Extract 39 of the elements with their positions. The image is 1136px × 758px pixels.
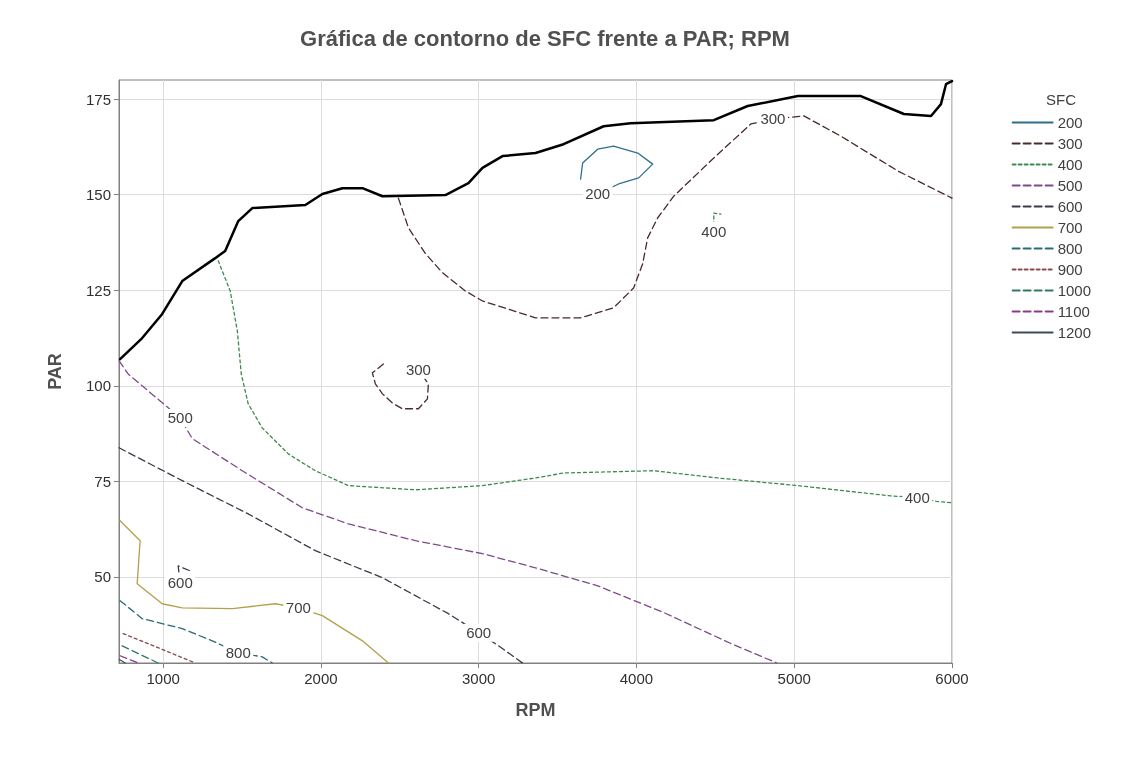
x-tick-label: 1000 bbox=[146, 670, 180, 687]
x-tick-label: 6000 bbox=[935, 670, 969, 687]
legend-label: 700 bbox=[1057, 219, 1083, 236]
legend-label: 600 bbox=[1057, 198, 1083, 215]
legend-label: 1000 bbox=[1057, 282, 1092, 299]
line-series bbox=[118, 79, 954, 361]
legend-label: 200 bbox=[1057, 114, 1083, 131]
legend-label: 900 bbox=[1057, 261, 1083, 278]
legend-label: 1200 bbox=[1057, 324, 1092, 341]
y-tick-label: 150 bbox=[85, 186, 111, 204]
annotation: 800 bbox=[225, 644, 251, 662]
annotation: 500 bbox=[167, 409, 193, 427]
annotation: 600 bbox=[167, 574, 193, 592]
y-tick-label: 75 bbox=[94, 472, 111, 490]
x-tick-label: 5000 bbox=[777, 670, 811, 687]
annotation: 400 bbox=[701, 222, 727, 240]
y-axis-title: PAR bbox=[45, 353, 65, 390]
line-series bbox=[119, 600, 273, 664]
x-tick-label: 3000 bbox=[462, 670, 496, 687]
legend-title: SFC bbox=[1046, 91, 1077, 108]
y-tick-label: 100 bbox=[85, 377, 111, 395]
line-series bbox=[118, 360, 778, 664]
legend-label: 1100 bbox=[1057, 303, 1090, 320]
chart-title: Gráfica de contorno de SFC frente a PAR; RPM bbox=[300, 25, 790, 51]
legend-label: 800 bbox=[1057, 240, 1083, 257]
y-tick-label: 125 bbox=[85, 281, 111, 299]
x-axis-title: RPM bbox=[515, 700, 556, 720]
line-series bbox=[119, 520, 390, 664]
y-tick-label: 175 bbox=[85, 90, 111, 108]
x-tick-label: 2000 bbox=[304, 670, 338, 687]
annotation: 400 bbox=[904, 488, 930, 506]
line-series bbox=[118, 447, 524, 664]
annotation: 300 bbox=[405, 361, 431, 379]
legend-label: 400 bbox=[1057, 156, 1083, 173]
legend-label: 500 bbox=[1057, 177, 1083, 194]
y-tick-label: 50 bbox=[94, 568, 111, 586]
annotation: 300 bbox=[760, 110, 786, 128]
legend-label: 300 bbox=[1057, 135, 1083, 152]
x-tick-label: 4000 bbox=[619, 670, 654, 687]
